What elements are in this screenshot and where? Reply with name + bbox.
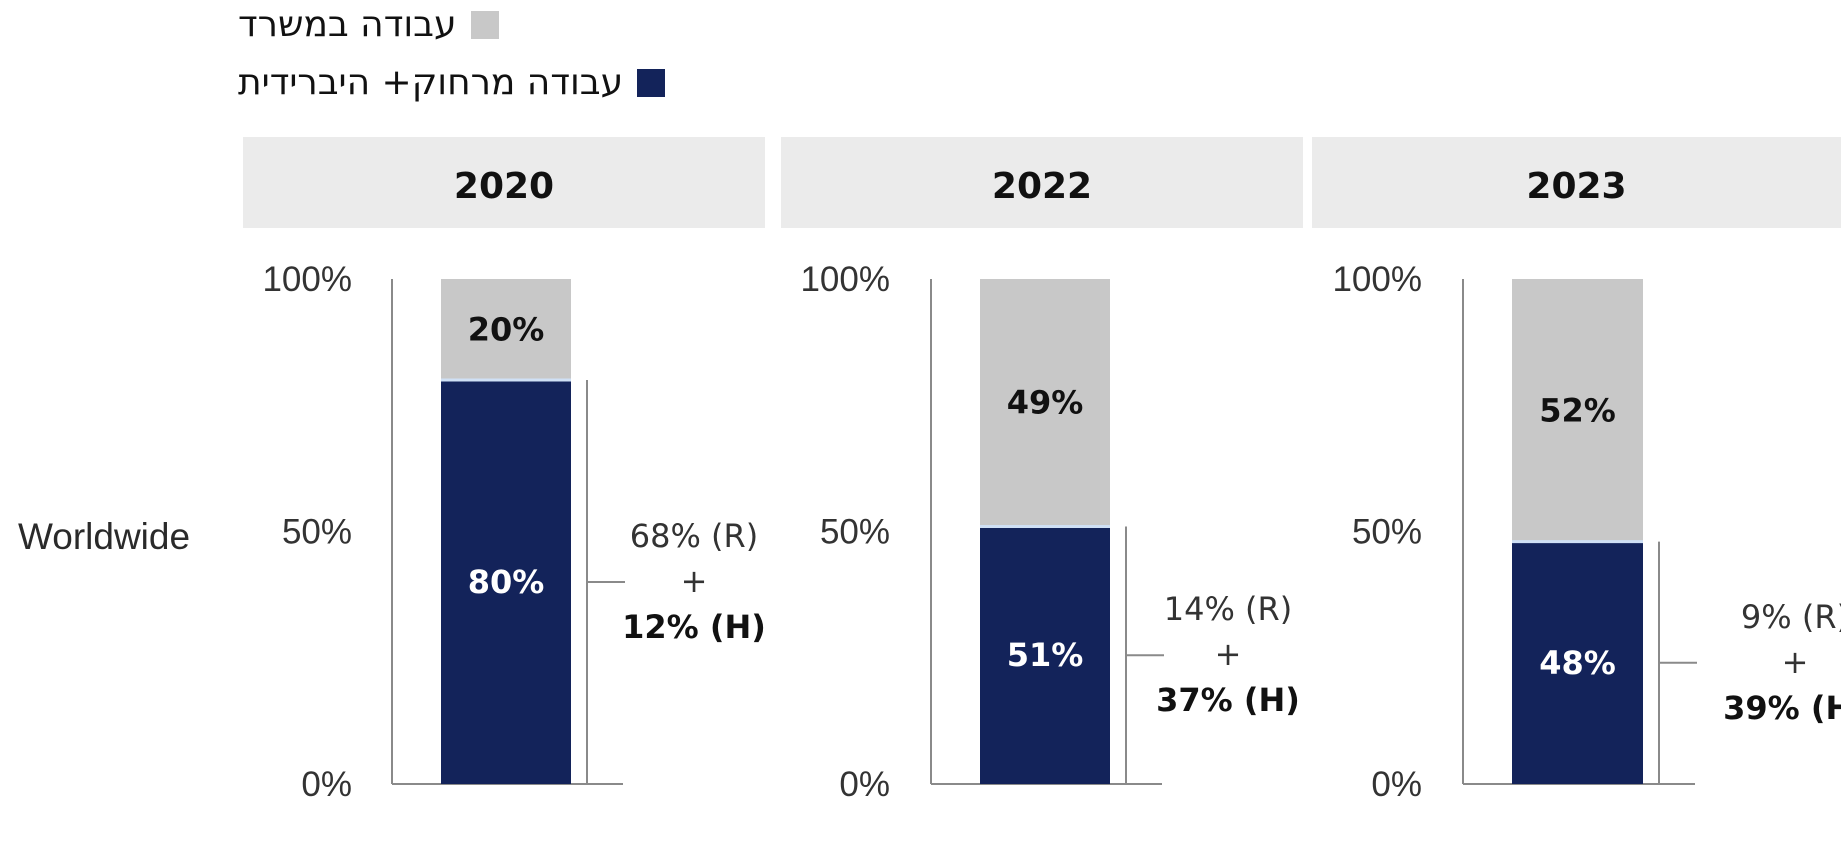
- y-tick-label-2023-50: 50%: [1352, 513, 1422, 552]
- y-tick-label-2023-100: 100%: [1332, 260, 1422, 299]
- y-tick-label-2020-50: 50%: [282, 513, 352, 552]
- panel-header-2023: [1312, 137, 1841, 228]
- bar-remote-hybrid-2020: [441, 380, 571, 784]
- legend-swatch-remote-hybrid: [637, 68, 666, 97]
- value-label-office-2020: 20%: [468, 311, 545, 349]
- annotation-hybrid-2023: 39% (H): [1723, 689, 1841, 727]
- y-tick-label-2020-0: 0%: [301, 765, 352, 804]
- legend-label-office: עבודה במשרד: [238, 4, 457, 45]
- value-label-remote-hybrid-2022: 51%: [1007, 636, 1084, 674]
- value-label-remote-hybrid-2023: 48%: [1539, 644, 1616, 682]
- legend-item-office: עבודה במשרד: [238, 4, 499, 45]
- panel-header-2020: [243, 137, 765, 228]
- legend-swatch-office: [470, 10, 499, 39]
- bar-office-2022: [980, 279, 1110, 527]
- y-tick-label-2023-0: 0%: [1371, 765, 1422, 804]
- y-tick-label-2020-100: 100%: [262, 260, 352, 299]
- value-label-remote-hybrid-2020: 80%: [468, 563, 545, 601]
- y-tick-label-2022-100: 100%: [800, 260, 890, 299]
- bar-remote-hybrid-2022: [980, 526, 1110, 784]
- bar-office-2023: [1512, 279, 1643, 542]
- annotation-hybrid-2022: 37% (H): [1156, 681, 1300, 719]
- y-tick-label-2022-50: 50%: [820, 513, 890, 552]
- value-label-office-2023: 52%: [1539, 391, 1616, 429]
- annotation-hybrid-2020: 12% (H): [622, 608, 766, 646]
- annotation-plus-2020: +: [681, 562, 708, 600]
- annotation-remote-2020: 68% (R): [630, 517, 759, 555]
- bar-remote-hybrid-2023: [1512, 541, 1643, 784]
- panel-header-2022: [781, 137, 1303, 228]
- bar-office-2020: [441, 279, 571, 380]
- y-tick-label-2022-0: 0%: [839, 765, 890, 804]
- panel-title-2020: 2020: [454, 166, 554, 207]
- panel-title-2023: 2023: [1526, 166, 1626, 207]
- row-label-worldwide: Worldwide: [18, 516, 191, 557]
- annotation-plus-2023: +: [1782, 643, 1809, 681]
- value-label-office-2022: 49%: [1007, 384, 1084, 422]
- legend-label-remote-hybrid: עבודה מרחוק+ היברידית: [238, 62, 624, 103]
- panel-title-2022: 2022: [992, 166, 1092, 207]
- annotation-remote-2022: 14% (R): [1164, 590, 1293, 628]
- annotation-plus-2022: +: [1215, 635, 1242, 673]
- legend-item-remote-hybrid: עבודה מרחוק+ היברידית: [238, 62, 666, 103]
- annotation-remote-2023: 9% (R): [1741, 598, 1841, 636]
